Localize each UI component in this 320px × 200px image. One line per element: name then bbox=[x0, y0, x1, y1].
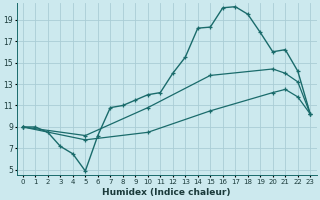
X-axis label: Humidex (Indice chaleur): Humidex (Indice chaleur) bbox=[102, 188, 231, 197]
